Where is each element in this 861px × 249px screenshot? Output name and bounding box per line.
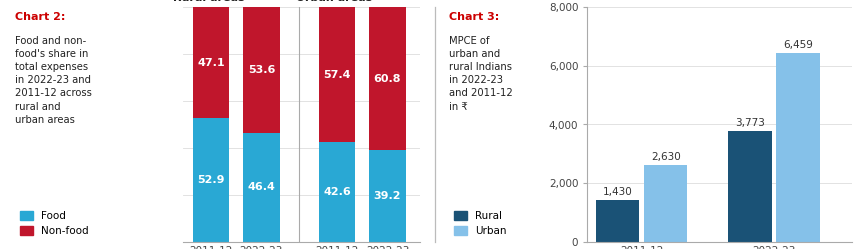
Bar bbox=[369, 7, 406, 150]
Bar bbox=[319, 142, 356, 242]
Text: Chart 2:: Chart 2: bbox=[15, 12, 65, 22]
Text: Rural areas: Rural areas bbox=[173, 0, 245, 3]
Bar bbox=[644, 165, 687, 242]
Text: 52.9: 52.9 bbox=[197, 175, 225, 185]
Text: 46.4: 46.4 bbox=[247, 182, 276, 192]
Bar bbox=[596, 200, 639, 242]
Bar bbox=[193, 118, 229, 242]
Text: Urban areas: Urban areas bbox=[296, 0, 373, 3]
Text: 1,430: 1,430 bbox=[603, 187, 632, 197]
Bar bbox=[244, 7, 280, 133]
Text: 53.6: 53.6 bbox=[248, 65, 276, 75]
Text: Chart 3:: Chart 3: bbox=[449, 12, 499, 22]
Text: 39.2: 39.2 bbox=[374, 191, 401, 201]
Text: Food and non-
food's share in
total expenses
in 2022-23 and
2011-12 across
rural: Food and non- food's share in total expe… bbox=[15, 36, 92, 125]
Bar bbox=[369, 150, 406, 242]
Bar bbox=[193, 7, 229, 118]
Bar bbox=[244, 133, 280, 242]
Text: 57.4: 57.4 bbox=[323, 70, 350, 80]
Legend: Food, Non-food: Food, Non-food bbox=[21, 211, 89, 236]
Bar bbox=[319, 7, 356, 142]
Text: 6,459: 6,459 bbox=[784, 40, 813, 50]
Text: 42.6: 42.6 bbox=[323, 187, 351, 197]
Text: 2,630: 2,630 bbox=[651, 152, 680, 162]
Text: 47.1: 47.1 bbox=[197, 58, 225, 67]
Bar bbox=[777, 53, 820, 242]
Bar bbox=[728, 131, 771, 242]
Text: MPCE of
urban and
rural Indians
in 2022-23
and 2011-12
in ₹: MPCE of urban and rural Indians in 2022-… bbox=[449, 36, 513, 112]
Text: 3,773: 3,773 bbox=[735, 118, 765, 128]
Legend: Rural, Urban: Rural, Urban bbox=[455, 211, 506, 236]
Text: 60.8: 60.8 bbox=[374, 74, 401, 84]
